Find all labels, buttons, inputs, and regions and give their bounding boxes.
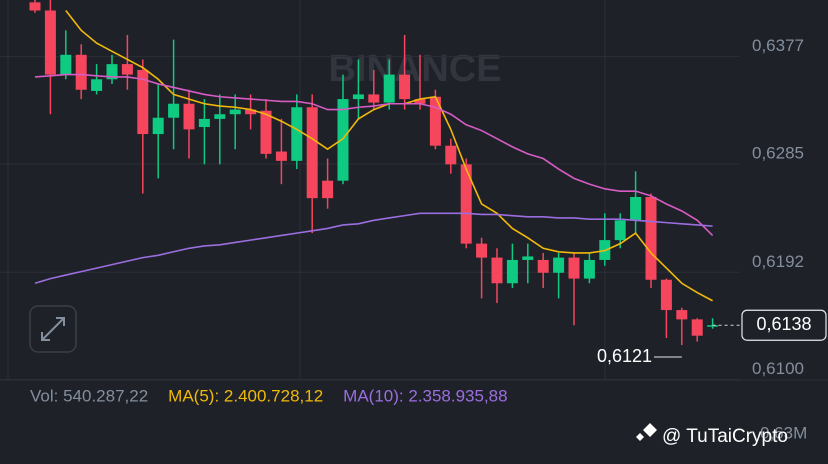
plot <box>0 0 740 381</box>
volume-legend-item: Vol: 540.287,22 <box>30 386 148 405</box>
candle-body <box>583 259 595 279</box>
candle-body <box>368 94 380 103</box>
candle-body <box>383 74 395 103</box>
candle-body <box>245 109 257 115</box>
candle-body <box>291 107 303 161</box>
candle-body <box>553 257 565 273</box>
candle-body <box>121 64 133 75</box>
candle-body <box>460 164 472 244</box>
candle-body <box>214 114 226 119</box>
ma-line <box>34 212 713 285</box>
candle-body <box>445 145 457 165</box>
candle-body <box>337 99 349 181</box>
volume-legend-item: MA(10): 2.358.935,88 <box>343 386 507 405</box>
candle-body <box>106 64 118 80</box>
candle-body <box>168 103 180 118</box>
volume-legend: Vol: 540.287,22 MA(5): 2.400.728,12 MA(10)… <box>30 386 508 405</box>
candle-body <box>183 103 195 130</box>
candle-body <box>44 10 56 75</box>
candle-body <box>260 110 272 154</box>
candle-body <box>522 256 534 260</box>
candle-body <box>152 117 164 135</box>
candle-body <box>198 118 210 128</box>
candle-body <box>229 109 241 115</box>
candle-body <box>645 196 657 280</box>
candle-body <box>537 259 549 273</box>
volume-axis-label: 0,63M <box>760 423 807 442</box>
ma-line <box>34 73 714 237</box>
candle-body <box>568 257 580 279</box>
y-tick-label: 0,6100 <box>752 359 804 378</box>
candle-body <box>506 259 518 284</box>
y-tick-label: 0,6377 <box>752 36 804 55</box>
credit-icon <box>636 423 657 441</box>
expand-icon <box>41 317 65 341</box>
credit: @ TuTaiCrypto <box>636 423 788 447</box>
candle-body <box>322 180 334 199</box>
low-marker-label: 0,6121 <box>597 346 652 366</box>
last-price-box <box>741 309 827 341</box>
candle-body <box>75 54 87 90</box>
candle-body <box>306 107 318 199</box>
candle-body <box>660 279 672 311</box>
volume-legend-item: MA(5): 2.400.728,12 <box>168 386 323 405</box>
candle-body <box>707 325 719 327</box>
candle-body <box>476 243 488 258</box>
last-price-label: 0,6138 <box>756 314 811 334</box>
expand-button[interactable] <box>29 305 77 353</box>
candle-body <box>60 54 72 75</box>
candle-body <box>414 99 426 104</box>
candle-body <box>429 96 441 146</box>
credit-text: @ TuTaiCrypto <box>662 426 788 447</box>
candle-body <box>630 196 642 221</box>
candle-body <box>676 310 688 320</box>
candle-body <box>137 69 149 135</box>
candle-body <box>691 319 703 336</box>
candle-body <box>491 257 503 284</box>
watermark: BINANCE <box>328 48 501 90</box>
candle-body <box>275 151 287 161</box>
candle-body <box>91 79 103 91</box>
y-tick-label: 0,6192 <box>752 252 804 271</box>
candle-body <box>29 2 41 11</box>
candle-body <box>614 220 626 241</box>
y-tick-label: 0,6285 <box>752 143 804 162</box>
candle-body <box>352 94 364 100</box>
candle-body <box>399 74 411 100</box>
